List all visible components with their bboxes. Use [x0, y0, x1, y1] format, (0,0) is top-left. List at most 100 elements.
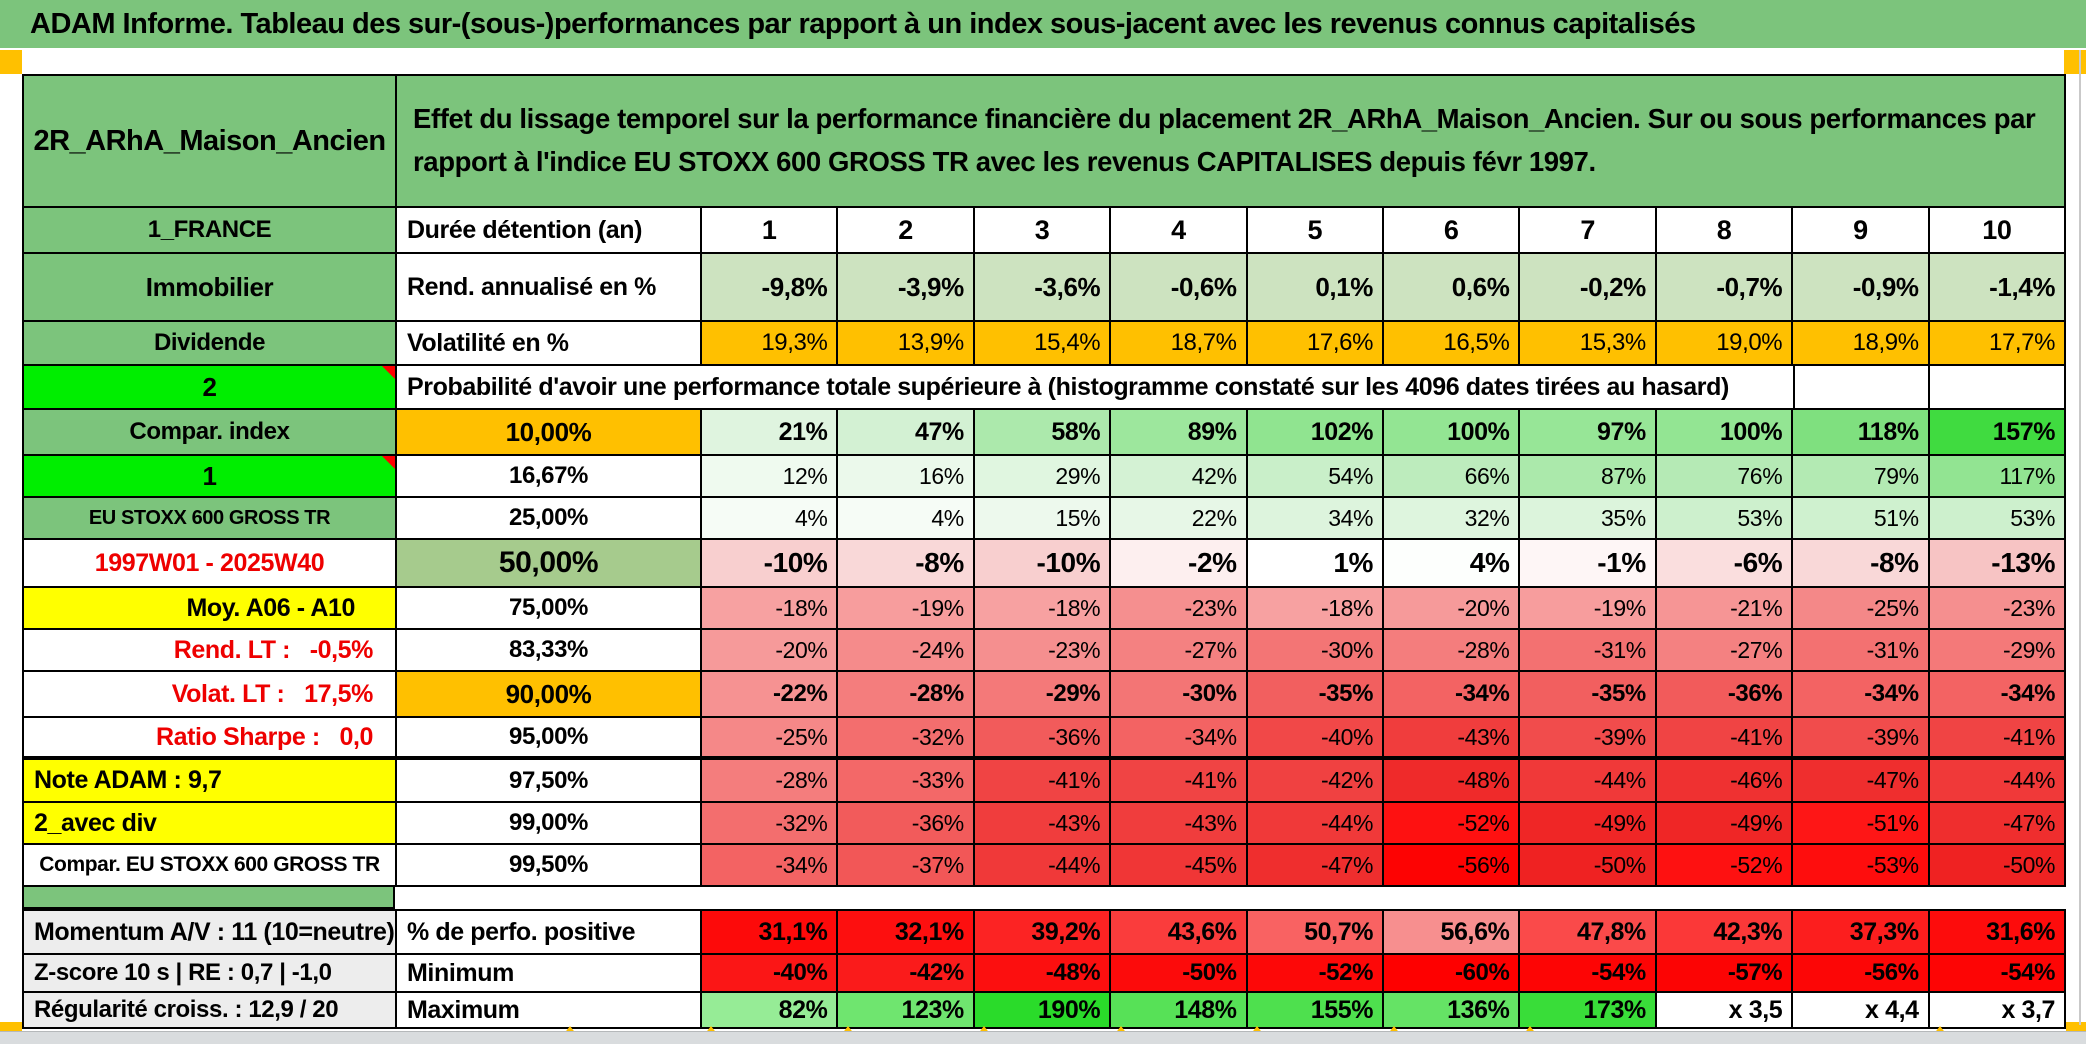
data-cell[interactable]: 8: [1656, 208, 1794, 254]
data-cell[interactable]: -32%: [838, 718, 975, 760]
row-metric-cell[interactable]: Maximum: [397, 993, 702, 1029]
row-metric-cell[interactable]: 83,33%: [397, 630, 702, 672]
data-cell[interactable]: 66%: [1384, 456, 1521, 498]
data-cell[interactable]: 32,1%: [838, 911, 975, 955]
data-cell[interactable]: 148%: [1111, 993, 1248, 1029]
data-cell[interactable]: 4%: [838, 498, 975, 540]
data-cell[interactable]: 3: [974, 208, 1112, 254]
data-cell[interactable]: -35%: [1520, 672, 1657, 718]
data-cell[interactable]: -23%: [974, 630, 1112, 672]
data-cell[interactable]: -56%: [1793, 955, 1930, 993]
product-name-cell[interactable]: 2R_ARhA_Maison_Ancien: [24, 76, 397, 208]
data-cell[interactable]: 1: [702, 208, 839, 254]
data-cell[interactable]: 173%: [1520, 993, 1657, 1029]
data-cell[interactable]: -18%: [974, 588, 1112, 630]
data-cell[interactable]: -42%: [838, 955, 975, 993]
data-cell[interactable]: -19%: [1520, 588, 1657, 630]
data-cell[interactable]: 17,7%: [1929, 322, 2067, 366]
row-label-cell[interactable]: Rend. LT : -0,5%: [24, 630, 397, 672]
data-cell[interactable]: 42,3%: [1656, 911, 1794, 955]
data-cell[interactable]: -44%: [1247, 803, 1385, 845]
data-cell[interactable]: 155%: [1247, 993, 1385, 1029]
data-cell[interactable]: -46%: [1656, 760, 1794, 803]
data-cell[interactable]: 43,6%: [1111, 911, 1248, 955]
row-label-cell[interactable]: Z-score 10 s | RE : 0,7 | -1,0: [24, 955, 397, 993]
data-cell[interactable]: 35%: [1520, 498, 1657, 540]
data-cell[interactable]: 37,3%: [1793, 911, 1930, 955]
data-cell[interactable]: x 4,4: [1793, 993, 1930, 1029]
data-cell[interactable]: -57%: [1656, 955, 1794, 993]
data-cell[interactable]: -25%: [1793, 588, 1930, 630]
row-label-cell[interactable]: Immobilier: [24, 254, 397, 322]
data-cell[interactable]: -29%: [1929, 630, 2067, 672]
data-cell[interactable]: 118%: [1793, 410, 1930, 456]
data-cell[interactable]: 190%: [974, 993, 1112, 1029]
data-cell[interactable]: -43%: [974, 803, 1112, 845]
data-cell[interactable]: -43%: [1384, 718, 1521, 760]
row-metric-cell[interactable]: 50,00%: [397, 540, 702, 588]
data-cell[interactable]: -53%: [1793, 845, 1930, 887]
data-cell[interactable]: -30%: [1247, 630, 1385, 672]
data-cell[interactable]: 29%: [974, 456, 1112, 498]
data-cell[interactable]: 6: [1384, 208, 1521, 254]
row-label-cell[interactable]: Compar. index: [24, 410, 397, 456]
data-cell[interactable]: -6%: [1656, 540, 1794, 588]
data-cell[interactable]: 15%: [974, 498, 1112, 540]
data-cell[interactable]: x 3,5: [1656, 993, 1794, 1029]
data-cell[interactable]: 7: [1520, 208, 1657, 254]
row-metric-cell[interactable]: Minimum: [397, 955, 702, 993]
data-cell[interactable]: -1,4%: [1929, 254, 2067, 322]
row-label-cell[interactable]: Régularité croiss. : 12,9 / 20: [24, 993, 397, 1029]
row-metric-cell[interactable]: 10,00%: [397, 410, 702, 456]
data-cell[interactable]: 100%: [1656, 410, 1794, 456]
data-cell[interactable]: 0,6%: [1384, 254, 1521, 322]
spacer-cell[interactable]: [22, 887, 395, 909]
row-label-cell[interactable]: Moy. A06 - A10: [24, 588, 397, 630]
row-metric-cell[interactable]: 16,67%: [397, 456, 702, 498]
data-cell[interactable]: -40%: [702, 955, 839, 993]
data-cell[interactable]: -50%: [1111, 955, 1248, 993]
data-cell[interactable]: 17,6%: [1247, 322, 1385, 366]
row-label-cell[interactable]: Note ADAM : 9,7: [24, 760, 397, 803]
row-metric-cell[interactable]: 97,50%: [397, 760, 702, 803]
data-cell[interactable]: -42%: [1247, 760, 1385, 803]
data-cell[interactable]: -54%: [1929, 955, 2067, 993]
data-cell[interactable]: [1794, 366, 1931, 410]
data-cell[interactable]: -41%: [1656, 718, 1794, 760]
data-cell[interactable]: 19,3%: [702, 322, 839, 366]
data-cell[interactable]: -41%: [1111, 760, 1248, 803]
data-cell[interactable]: -22%: [702, 672, 839, 718]
data-cell[interactable]: -40%: [1247, 718, 1385, 760]
data-cell[interactable]: 102%: [1247, 410, 1385, 456]
data-cell[interactable]: -19%: [838, 588, 975, 630]
row-metric-cell[interactable]: Rend. annualisé en %: [397, 254, 702, 322]
data-cell[interactable]: -28%: [838, 672, 975, 718]
data-cell[interactable]: -34%: [1111, 718, 1248, 760]
data-cell[interactable]: -30%: [1111, 672, 1248, 718]
data-cell[interactable]: 89%: [1111, 410, 1248, 456]
data-cell[interactable]: 31,6%: [1929, 911, 2067, 955]
row-label-cell[interactable]: 2_avec div: [24, 803, 397, 845]
data-cell[interactable]: -23%: [1111, 588, 1248, 630]
data-cell[interactable]: 53%: [1656, 498, 1794, 540]
data-cell[interactable]: -39%: [1793, 718, 1930, 760]
data-cell[interactable]: -41%: [1929, 718, 2067, 760]
data-cell[interactable]: 34%: [1247, 498, 1385, 540]
data-cell[interactable]: -3,9%: [838, 254, 975, 322]
data-cell[interactable]: -10%: [702, 540, 839, 588]
data-cell[interactable]: 18,9%: [1793, 322, 1930, 366]
data-cell[interactable]: -52%: [1384, 803, 1521, 845]
row-metric-cell[interactable]: % de perfo. positive: [397, 911, 702, 955]
row-label-cell[interactable]: Volat. LT : 17,5%: [24, 672, 397, 718]
data-cell[interactable]: -24%: [838, 630, 975, 672]
data-cell[interactable]: -28%: [1384, 630, 1521, 672]
data-cell[interactable]: -36%: [838, 803, 975, 845]
data-cell[interactable]: 136%: [1384, 993, 1521, 1029]
data-cell[interactable]: -51%: [1793, 803, 1930, 845]
data-cell[interactable]: 16%: [838, 456, 975, 498]
data-cell[interactable]: -8%: [838, 540, 975, 588]
data-cell[interactable]: 117%: [1929, 456, 2067, 498]
row-label-cell[interactable]: Ratio Sharpe : 0,0: [24, 718, 397, 760]
data-cell[interactable]: 53%: [1929, 498, 2067, 540]
data-cell[interactable]: 19,0%: [1656, 322, 1794, 366]
